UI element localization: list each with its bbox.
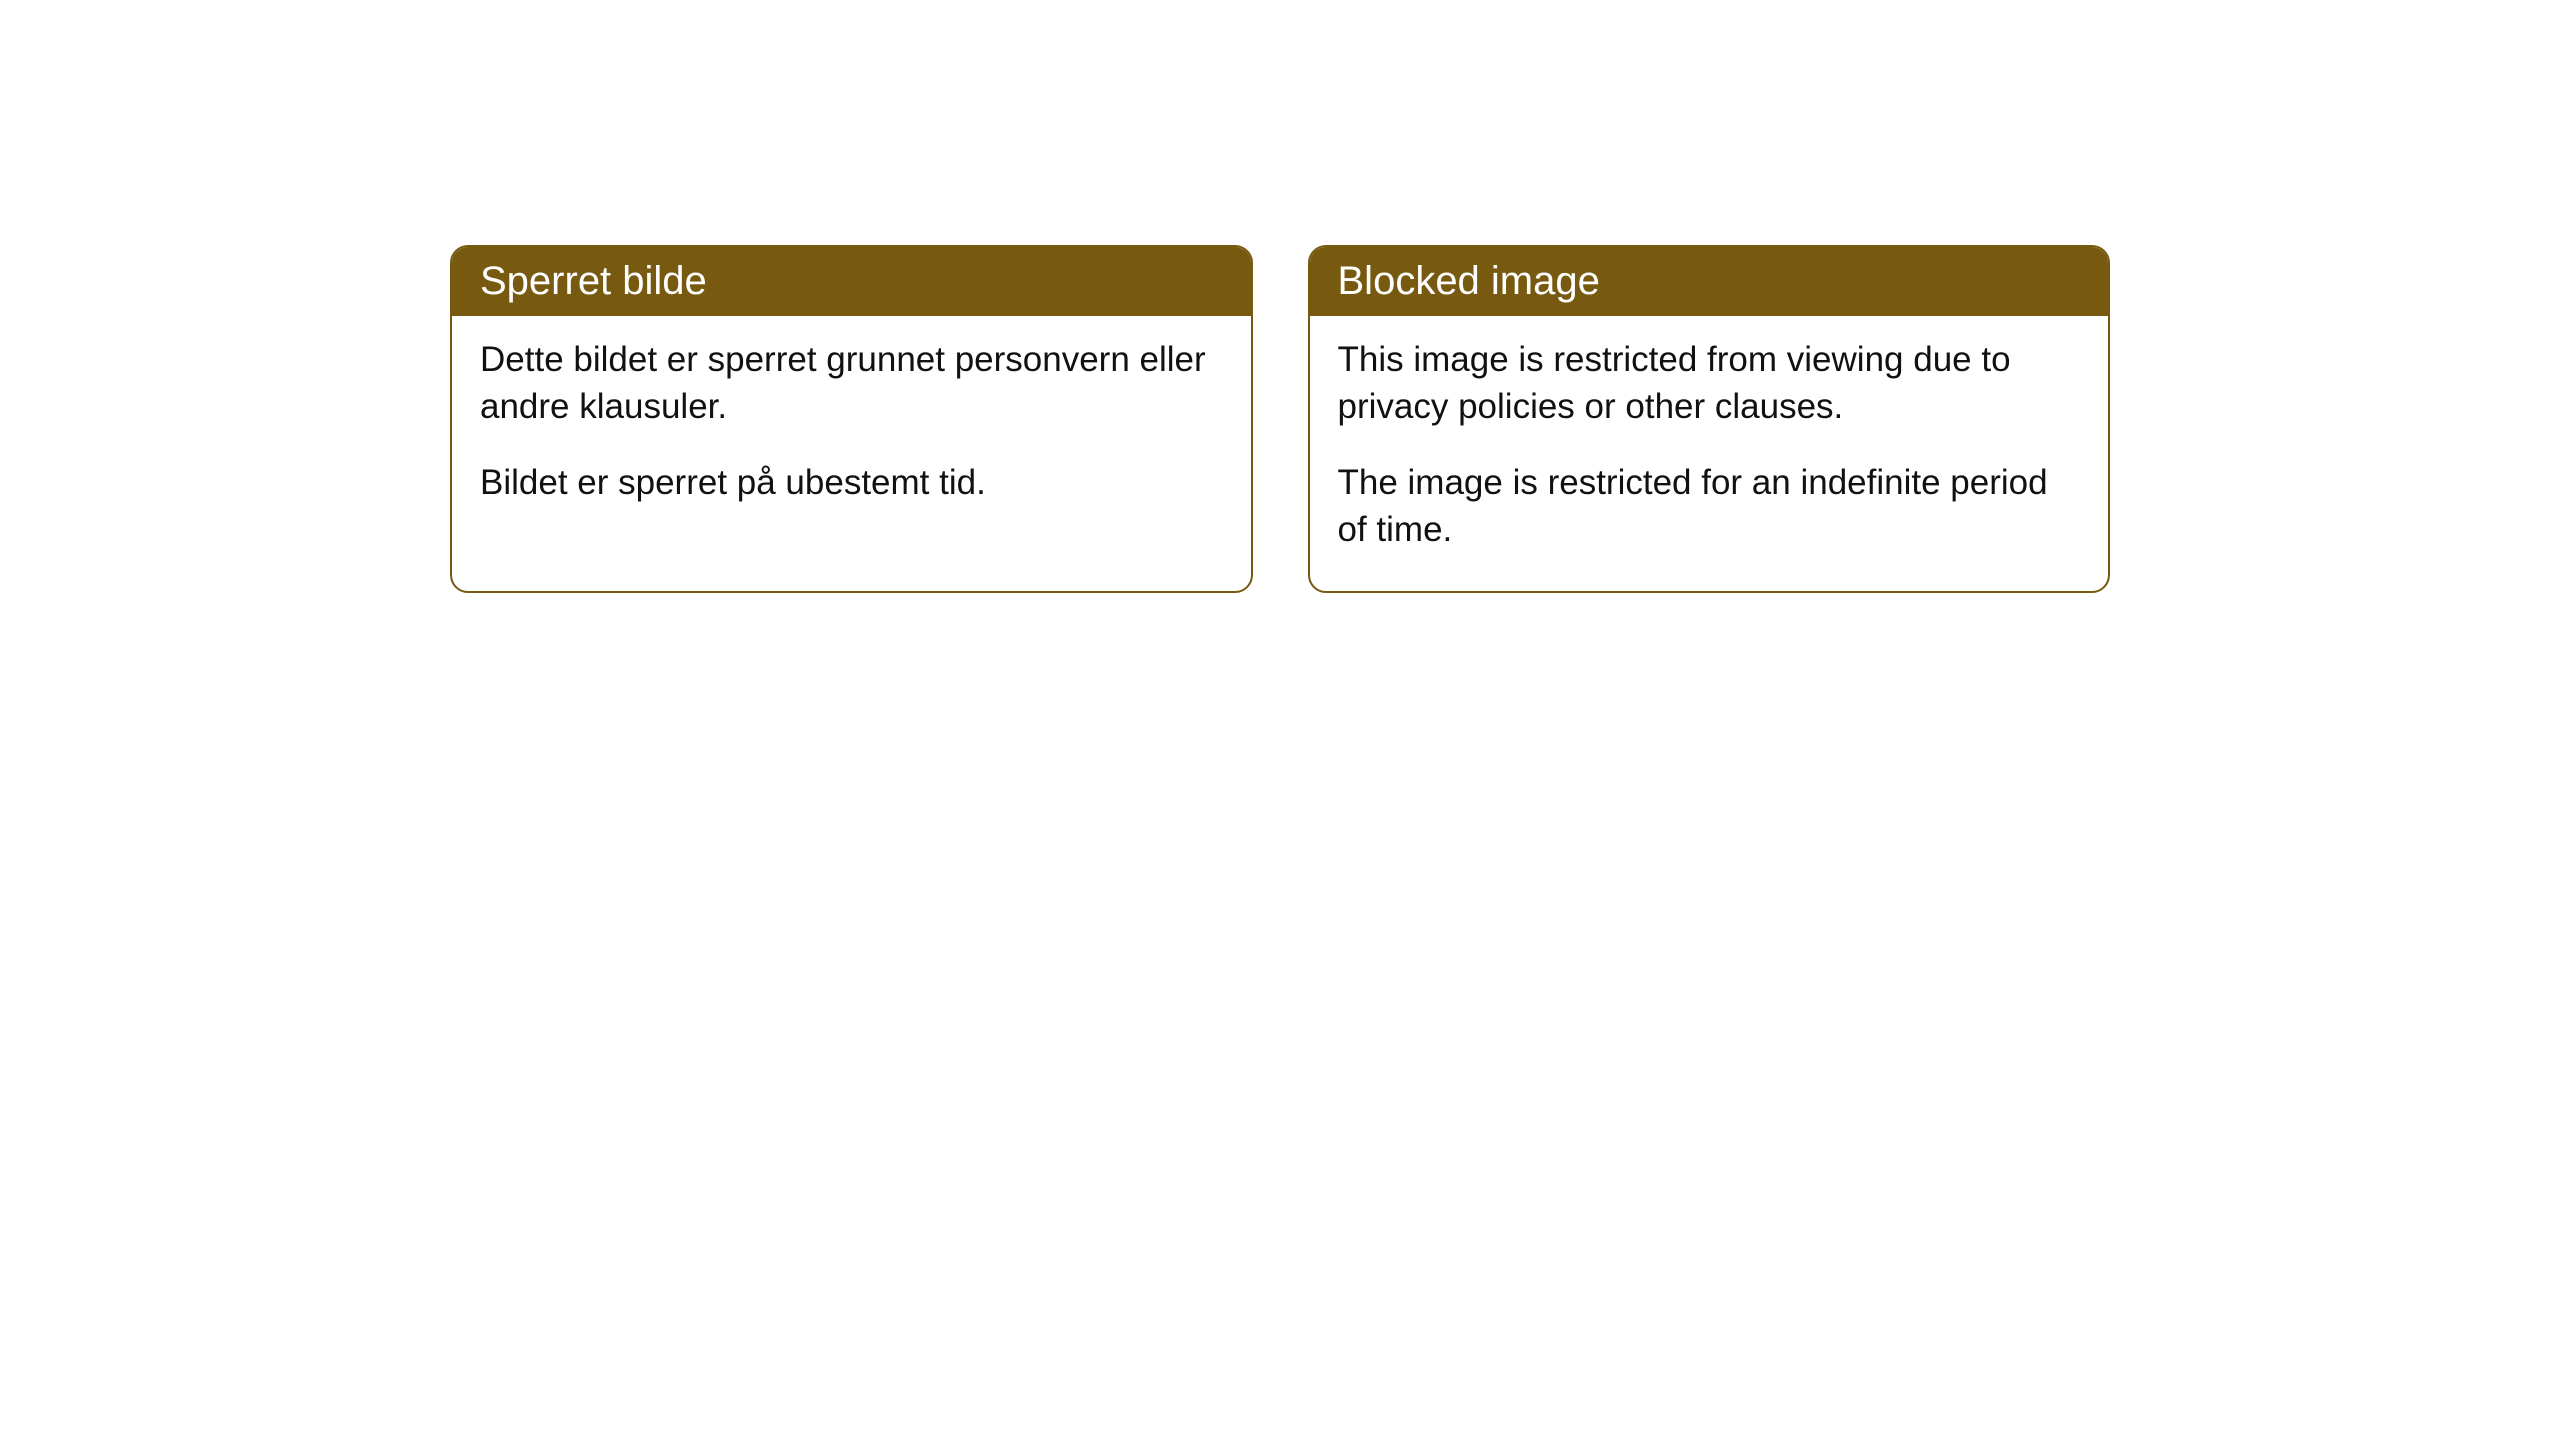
card-title-english: Blocked image	[1338, 259, 1600, 303]
card-paragraph-2-norwegian: Bildet er sperret på ubestemt tid.	[480, 459, 1223, 506]
card-body-norwegian: Dette bildet er sperret grunnet personve…	[452, 316, 1251, 544]
card-paragraph-1-norwegian: Dette bildet er sperret grunnet personve…	[480, 336, 1223, 431]
card-body-english: This image is restricted from viewing du…	[1310, 316, 2109, 591]
card-title-norwegian: Sperret bilde	[480, 259, 707, 303]
card-header-english: Blocked image	[1310, 247, 2109, 316]
card-paragraph-1-english: This image is restricted from viewing du…	[1338, 336, 2081, 431]
blocked-image-card-english: Blocked image This image is restricted f…	[1308, 245, 2111, 593]
card-header-norwegian: Sperret bilde	[452, 247, 1251, 316]
blocked-image-card-norwegian: Sperret bilde Dette bildet er sperret gr…	[450, 245, 1253, 593]
card-paragraph-2-english: The image is restricted for an indefinit…	[1338, 459, 2081, 554]
notice-cards-container: Sperret bilde Dette bildet er sperret gr…	[450, 245, 2110, 593]
